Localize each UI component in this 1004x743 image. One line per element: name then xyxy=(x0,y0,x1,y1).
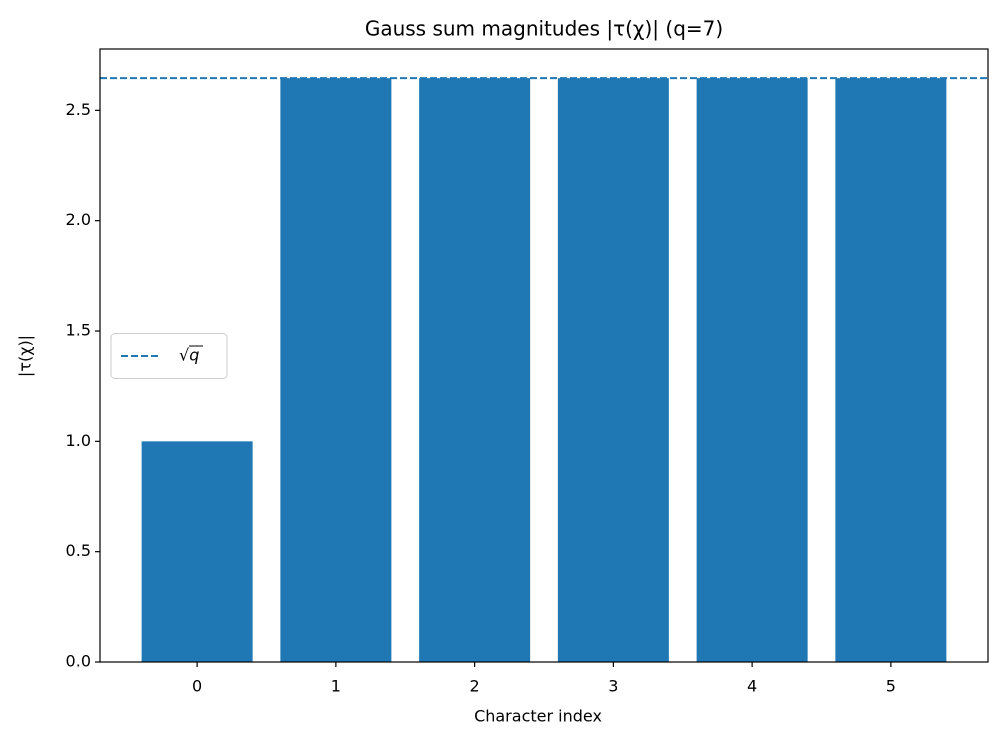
y-tick-label: 0.5 xyxy=(66,541,91,560)
legend-box xyxy=(110,333,228,379)
x-tick-label: 3 xyxy=(608,677,618,696)
x-tick-label: 1 xyxy=(331,677,341,696)
bar xyxy=(280,78,392,662)
y-tick-label: 2.5 xyxy=(66,100,91,119)
axes-frame xyxy=(99,48,989,663)
bar xyxy=(696,78,808,662)
x-tick-label: 0 xyxy=(192,677,202,696)
bar xyxy=(419,78,531,662)
chart-title: Gauss sum magnitudes |τ(χ)| (q=7) xyxy=(365,17,723,41)
y-tick-label: 1.5 xyxy=(66,321,91,340)
bar xyxy=(835,78,947,662)
x-tick-label: 2 xyxy=(470,677,480,696)
legend-label: √q xyxy=(179,346,199,365)
x-tick-label: 4 xyxy=(747,677,757,696)
bar xyxy=(141,441,253,662)
y-tick-label: 2.0 xyxy=(66,210,91,229)
y-tick-label: 0.0 xyxy=(66,652,91,671)
bar xyxy=(557,78,669,662)
y-tick-label: 1.0 xyxy=(66,431,91,450)
x-tick-label: 5 xyxy=(886,677,896,696)
y-axis-label: |τ(χ)| xyxy=(16,335,35,377)
x-axis-label: Character index xyxy=(474,707,602,726)
